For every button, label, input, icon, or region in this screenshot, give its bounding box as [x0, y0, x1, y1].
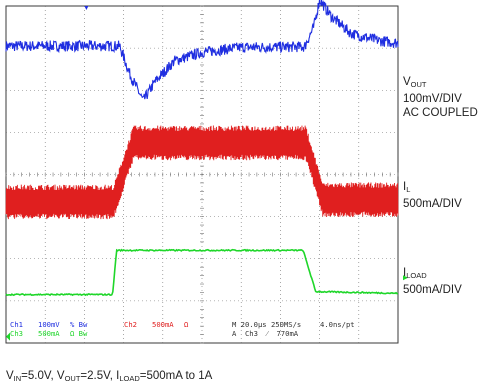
ch3-label: Ch3 — [10, 329, 23, 338]
ch2-label: Ch2 — [124, 320, 137, 329]
ch3-flag: Ω Bw — [70, 329, 88, 338]
ch3-reference-marker — [6, 332, 10, 341]
test-conditions-caption: VIN=5.0V, VOUT=2.5V, ILOAD=500mA to 1A — [6, 370, 213, 383]
trigger-setting: A Ch3 ⁄ 770mA — [232, 329, 299, 338]
trigger-position-marker — [84, 6, 89, 10]
ch3-scale: 500mA — [38, 329, 60, 338]
timebase: M 20.0µs 250MS/s — [232, 320, 301, 329]
ch1-label: Ch1 — [10, 320, 23, 329]
ch2-flag: Ω — [184, 320, 189, 329]
vout-label: VOUT 100mV/DIV AC COUPLED — [403, 76, 478, 119]
il-trace — [5, 125, 399, 220]
ch1-flag: % Bw — [70, 320, 88, 329]
timebase-resolution: 4.0ns/pt — [320, 320, 355, 329]
ch1-scale: 100mV — [38, 320, 60, 329]
iload-label: ILOAD 500mA/DIV — [403, 267, 462, 296]
vout-trace — [5, 0, 399, 100]
il-label: IL 500mA/DIV — [403, 181, 462, 210]
iload-trace — [5, 248, 399, 297]
ch2-scale: 500mA — [152, 320, 174, 329]
trigger-level-marker — [403, 275, 408, 281]
